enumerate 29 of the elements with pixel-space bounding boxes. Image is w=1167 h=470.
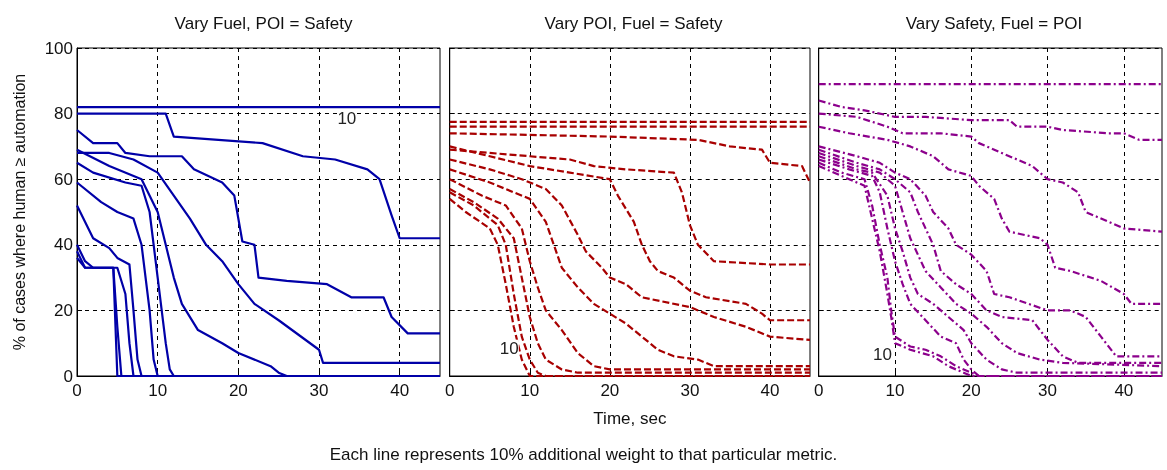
x-tick-label: 20	[961, 381, 981, 400]
x-tick-label: 0	[444, 381, 455, 400]
x-tick-label: 30	[680, 381, 700, 400]
x-tick-label: 10	[520, 381, 540, 400]
annotation: 10	[873, 345, 893, 365]
x-tick-label: 20	[228, 381, 248, 400]
x-tick-label: 10	[885, 381, 905, 400]
y-tick-label: 60	[54, 169, 73, 189]
y-tick-label: 100	[44, 38, 73, 58]
x-tick-label: 0	[813, 381, 824, 400]
x-tick-label: 40	[390, 381, 410, 400]
chart-title: Vary Fuel, POI = Safety	[174, 14, 353, 33]
x-tick-label: 20	[600, 381, 620, 400]
x-tick-label: 30	[309, 381, 329, 400]
chart-title: Vary POI, Fuel = Safety	[544, 14, 723, 33]
chart-title: Vary Safety, Fuel = POI	[905, 14, 1083, 33]
annotation: 10	[499, 338, 519, 358]
y-tick-label: 40	[54, 235, 73, 255]
y-tick-label: 80	[54, 104, 73, 124]
y-tick-label: 20	[54, 300, 73, 320]
y-axis-title: % of cases where human ≥ automation	[10, 73, 28, 351]
x-tick-label: 30	[1038, 381, 1058, 400]
annotation: 10	[337, 109, 357, 129]
x-tick-label: 40	[1114, 381, 1134, 400]
text: Each line represents 10% additional weight to that particular metric.	[328, 445, 839, 465]
y-tick-label: 0	[63, 366, 73, 386]
x-tick-label: 10	[148, 381, 168, 400]
x-axis-title: Time, sec	[593, 409, 667, 428]
x-tick-label: 40	[760, 381, 780, 400]
